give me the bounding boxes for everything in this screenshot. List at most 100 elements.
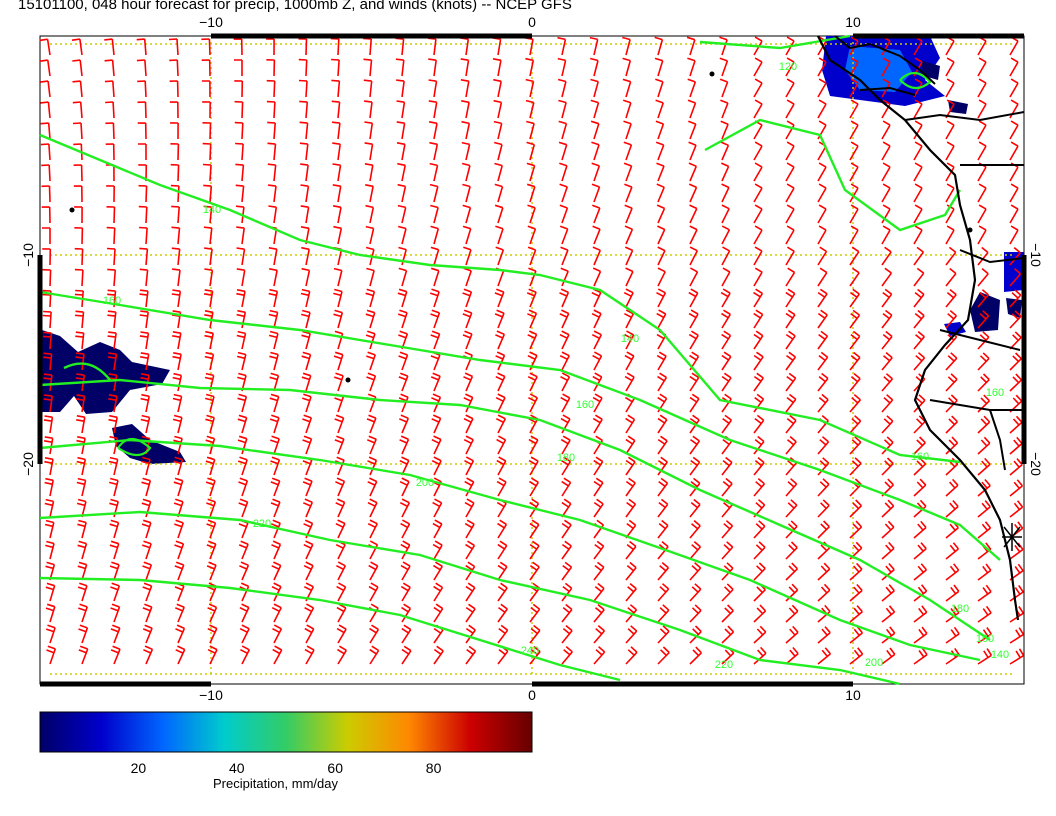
- wind-barb: [528, 435, 539, 455]
- wind-barb: [267, 142, 277, 161]
- wind-barb: [720, 288, 731, 308]
- wind-barb: [205, 393, 215, 413]
- wind-barb: [817, 204, 827, 224]
- colorbar-gradient: [39, 711, 533, 753]
- wind-barb: [881, 204, 891, 224]
- wind-barb: [107, 310, 117, 329]
- wind-barb: [139, 331, 150, 350]
- wind-barb: [433, 645, 444, 665]
- wind-barb: [881, 183, 891, 203]
- wind-barb: [977, 394, 990, 413]
- wind-barb: [104, 59, 115, 77]
- wind-barb: [494, 183, 504, 203]
- wind-barb: [39, 38, 51, 56]
- wind-barb: [460, 58, 470, 77]
- wind-barb: [172, 331, 182, 350]
- wind-barb: [429, 288, 440, 308]
- wind-barb: [589, 36, 599, 56]
- wind-barb: [945, 584, 960, 602]
- coastline-path: [817, 35, 1020, 621]
- wind-barb: [109, 519, 120, 539]
- wind-barb: [689, 456, 701, 476]
- wind-barb: [270, 519, 281, 539]
- wind-barb: [753, 162, 763, 182]
- wind-barb: [913, 542, 927, 560]
- wind-barb: [299, 142, 309, 161]
- wind-barb: [497, 603, 508, 623]
- wind-barb: [977, 605, 992, 623]
- contour-line: [39, 438, 981, 662]
- wind-barb: [849, 99, 859, 119]
- wind-barb: [977, 120, 987, 140]
- wind-barb: [945, 120, 955, 140]
- wind-barb: [559, 225, 569, 245]
- wind-barb: [593, 603, 605, 623]
- wind-barb: [657, 456, 668, 476]
- wind-barb: [590, 120, 600, 140]
- wind-barb: [168, 38, 179, 56]
- wind-barb: [785, 604, 799, 623]
- wind-barb: [529, 498, 540, 518]
- wind-barb: [817, 583, 831, 602]
- contour-label: 160: [911, 451, 929, 463]
- wind-barb: [301, 372, 312, 392]
- wind-barb: [592, 225, 601, 245]
- wind-barb: [336, 624, 347, 644]
- wind-barb: [881, 225, 891, 245]
- wind-barb: [817, 520, 830, 539]
- wind-barb: [849, 120, 859, 140]
- wind-barb: [687, 99, 697, 119]
- wind-barb: [625, 646, 638, 665]
- wind-barb: [401, 645, 412, 665]
- wind-barb: [204, 268, 214, 287]
- wind-barb: [78, 603, 88, 623]
- wind-barb: [76, 415, 86, 434]
- wind-barb: [75, 394, 86, 413]
- wind-barb: [623, 162, 633, 182]
- wind-barb: [464, 519, 475, 539]
- wind-barb: [913, 225, 923, 245]
- wind-barb: [239, 624, 250, 644]
- wind-barb: [624, 204, 633, 224]
- wind-barb: [688, 162, 698, 182]
- wind-barb: [428, 121, 438, 140]
- wind-barb: [332, 163, 342, 182]
- wind-barb: [689, 540, 702, 560]
- wind-barb: [945, 78, 955, 98]
- wind-barb: [785, 625, 799, 644]
- wind-barb: [269, 351, 279, 371]
- wind-barb: [945, 288, 957, 308]
- wind-barb: [689, 372, 700, 392]
- wind-barb: [849, 330, 861, 350]
- wind-barb: [202, 122, 212, 140]
- wind-barb: [266, 79, 276, 98]
- lat-tick-label-left: −20: [20, 452, 36, 476]
- wind-barb: [432, 519, 443, 539]
- wind-barb: [561, 540, 572, 560]
- wind-barb: [753, 330, 764, 350]
- wind-barb: [272, 624, 283, 644]
- wind-barb: [109, 540, 120, 560]
- wind-barb: [401, 624, 412, 644]
- wind-barb: [688, 309, 699, 329]
- wind-barb: [236, 330, 247, 350]
- wind-barb: [138, 184, 148, 203]
- wind-barb: [1009, 225, 1019, 245]
- wind-barb: [172, 372, 183, 392]
- wind-barb: [527, 204, 536, 224]
- wind-barb: [397, 204, 407, 224]
- wind-barb: [1009, 479, 1024, 497]
- wind-barb: [881, 78, 891, 98]
- wind-barb: [559, 183, 568, 203]
- wind-barb: [141, 519, 152, 539]
- wind-barb: [945, 605, 960, 623]
- wind-barb: [977, 267, 989, 287]
- contour-line: [39, 510, 901, 686]
- wind-barb: [559, 204, 569, 224]
- wind-barb: [71, 38, 83, 56]
- wind-barb: [881, 584, 895, 602]
- wind-barb: [73, 185, 83, 203]
- wind-barbs: [39, 36, 1025, 665]
- wind-barb: [657, 267, 666, 287]
- wind-barb: [559, 351, 570, 371]
